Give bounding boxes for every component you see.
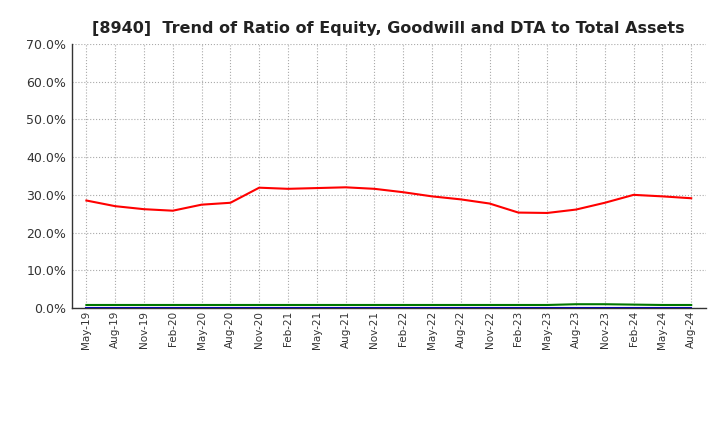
Equity — [168, 208, 177, 213]
Goodwill — [140, 305, 148, 310]
Deferred Tax Assets — [370, 302, 379, 308]
Deferred Tax Assets — [687, 302, 696, 308]
Deferred Tax Assets — [226, 302, 235, 308]
Equity — [687, 196, 696, 201]
Goodwill — [600, 305, 609, 310]
Equity — [543, 210, 552, 216]
Line: Equity: Equity — [86, 187, 691, 213]
Deferred Tax Assets — [111, 302, 120, 308]
Equity — [341, 185, 350, 190]
Deferred Tax Assets — [168, 302, 177, 308]
Goodwill — [485, 305, 494, 310]
Equity — [658, 194, 667, 199]
Goodwill — [168, 305, 177, 310]
Title: [8940]  Trend of Ratio of Equity, Goodwill and DTA to Total Assets: [8940] Trend of Ratio of Equity, Goodwil… — [92, 21, 685, 36]
Goodwill — [341, 305, 350, 310]
Equity — [399, 190, 408, 195]
Goodwill — [370, 305, 379, 310]
Equity — [226, 200, 235, 205]
Goodwill — [687, 305, 696, 310]
Equity — [284, 186, 292, 191]
Equity — [485, 201, 494, 206]
Deferred Tax Assets — [428, 302, 436, 308]
Equity — [140, 206, 148, 212]
Goodwill — [111, 305, 120, 310]
Deferred Tax Assets — [543, 302, 552, 308]
Deferred Tax Assets — [629, 302, 638, 307]
Equity — [82, 198, 91, 203]
Deferred Tax Assets — [514, 302, 523, 308]
Deferred Tax Assets — [140, 302, 148, 308]
Deferred Tax Assets — [399, 302, 408, 308]
Deferred Tax Assets — [197, 302, 206, 308]
Goodwill — [428, 305, 436, 310]
Goodwill — [312, 305, 321, 310]
Goodwill — [399, 305, 408, 310]
Deferred Tax Assets — [284, 302, 292, 308]
Equity — [370, 186, 379, 191]
Goodwill — [543, 305, 552, 310]
Deferred Tax Assets — [485, 302, 494, 308]
Equity — [514, 210, 523, 215]
Equity — [255, 185, 264, 191]
Equity — [111, 204, 120, 209]
Deferred Tax Assets — [600, 301, 609, 307]
Goodwill — [456, 305, 465, 310]
Deferred Tax Assets — [341, 302, 350, 308]
Goodwill — [572, 305, 580, 310]
Equity — [197, 202, 206, 207]
Goodwill — [255, 305, 264, 310]
Goodwill — [197, 305, 206, 310]
Deferred Tax Assets — [456, 302, 465, 308]
Goodwill — [629, 305, 638, 310]
Equity — [572, 207, 580, 212]
Deferred Tax Assets — [312, 302, 321, 308]
Deferred Tax Assets — [255, 302, 264, 308]
Deferred Tax Assets — [658, 302, 667, 308]
Goodwill — [514, 305, 523, 310]
Equity — [629, 192, 638, 198]
Goodwill — [284, 305, 292, 310]
Equity — [428, 194, 436, 199]
Equity — [312, 185, 321, 191]
Goodwill — [658, 305, 667, 310]
Deferred Tax Assets — [82, 302, 91, 308]
Line: Deferred Tax Assets: Deferred Tax Assets — [86, 304, 691, 305]
Deferred Tax Assets — [572, 301, 580, 307]
Goodwill — [82, 305, 91, 310]
Equity — [456, 197, 465, 202]
Goodwill — [226, 305, 235, 310]
Equity — [600, 200, 609, 205]
